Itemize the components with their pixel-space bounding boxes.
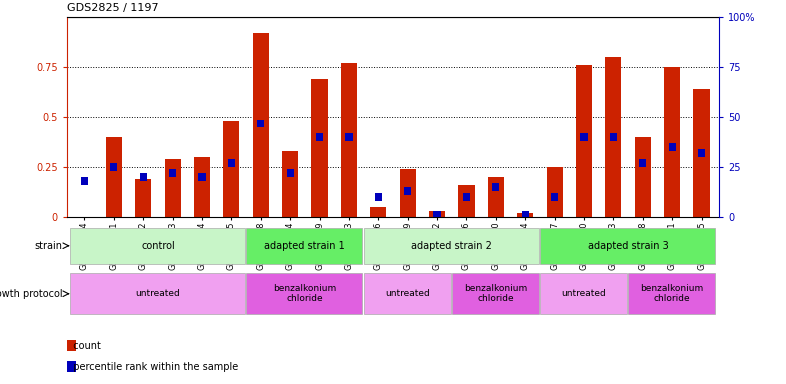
- Bar: [458, 185, 475, 217]
- Bar: [70, 228, 245, 263]
- Bar: [81, 177, 88, 185]
- Bar: [345, 134, 353, 141]
- Bar: [316, 134, 323, 141]
- Bar: [404, 187, 411, 195]
- Bar: [287, 169, 294, 177]
- Text: growth protocol: growth protocol: [0, 289, 63, 299]
- Text: benzalkonium
chloride: benzalkonium chloride: [465, 284, 527, 303]
- Bar: [341, 63, 357, 217]
- Text: GDS2825 / 1197: GDS2825 / 1197: [67, 3, 159, 13]
- Bar: [70, 273, 245, 314]
- Bar: [551, 194, 558, 200]
- Text: adapted strain 2: adapted strain 2: [411, 241, 492, 251]
- Text: adapted strain 3: adapted strain 3: [588, 241, 668, 251]
- Bar: [540, 273, 627, 314]
- Bar: [669, 144, 676, 151]
- Bar: [364, 228, 538, 263]
- Bar: [635, 137, 651, 217]
- Bar: [364, 273, 450, 314]
- Bar: [433, 211, 441, 218]
- Bar: [370, 207, 387, 217]
- Text: benzalkonium
chloride: benzalkonium chloride: [274, 284, 336, 303]
- Bar: [628, 273, 715, 314]
- Bar: [610, 134, 617, 141]
- Bar: [140, 174, 147, 180]
- Text: percentile rank within the sample: percentile rank within the sample: [67, 362, 238, 372]
- Bar: [452, 273, 538, 314]
- Text: untreated: untreated: [562, 289, 606, 298]
- Text: untreated: untreated: [135, 289, 180, 298]
- Bar: [257, 119, 264, 127]
- Bar: [580, 134, 588, 141]
- Bar: [463, 194, 470, 200]
- Bar: [375, 194, 382, 200]
- Bar: [252, 33, 269, 217]
- Bar: [169, 169, 176, 177]
- Bar: [546, 167, 563, 217]
- Text: count: count: [67, 341, 101, 351]
- Bar: [311, 79, 328, 217]
- Bar: [576, 65, 592, 217]
- Bar: [110, 164, 117, 170]
- Text: control: control: [141, 241, 174, 251]
- Bar: [693, 89, 710, 217]
- Bar: [198, 174, 206, 180]
- Text: benzalkonium
chloride: benzalkonium chloride: [641, 284, 703, 303]
- Bar: [164, 159, 181, 217]
- Text: strain: strain: [35, 241, 63, 251]
- Bar: [246, 273, 362, 314]
- Bar: [698, 149, 705, 157]
- Bar: [492, 184, 499, 190]
- Bar: [135, 179, 151, 217]
- Bar: [106, 137, 122, 217]
- Bar: [399, 169, 416, 217]
- Bar: [488, 177, 504, 217]
- Bar: [246, 228, 362, 263]
- Bar: [522, 211, 529, 218]
- Bar: [223, 121, 240, 217]
- Bar: [429, 211, 445, 217]
- Bar: [228, 159, 235, 167]
- Bar: [194, 157, 210, 217]
- Bar: [605, 57, 622, 217]
- Bar: [639, 159, 646, 167]
- Bar: [664, 67, 680, 217]
- Bar: [540, 228, 715, 263]
- Bar: [517, 213, 534, 217]
- Bar: [282, 151, 298, 217]
- Text: adapted strain 1: adapted strain 1: [264, 241, 345, 251]
- Text: untreated: untreated: [385, 289, 430, 298]
